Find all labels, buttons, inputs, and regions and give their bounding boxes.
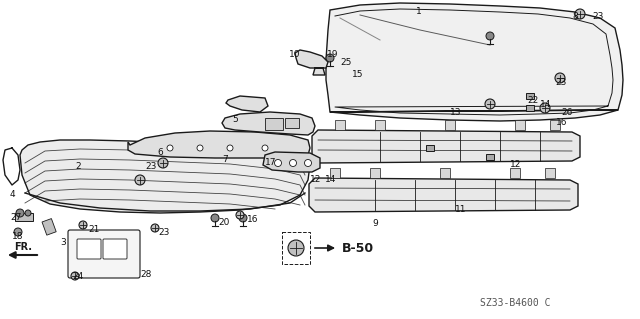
Circle shape (262, 145, 268, 151)
Text: 6: 6 (157, 148, 163, 157)
Text: 1: 1 (416, 7, 422, 16)
Polygon shape (309, 178, 578, 212)
Polygon shape (326, 3, 623, 121)
Bar (486, 154, 494, 160)
Text: 2: 2 (75, 162, 81, 171)
Circle shape (275, 160, 282, 167)
Text: 10: 10 (289, 50, 301, 59)
Text: FR.: FR. (14, 242, 32, 252)
Text: 23: 23 (145, 162, 156, 171)
Text: 26: 26 (561, 108, 572, 117)
Text: 14: 14 (540, 100, 552, 109)
Text: 27: 27 (10, 213, 21, 222)
Text: 11: 11 (455, 205, 467, 214)
Circle shape (135, 175, 145, 185)
Circle shape (211, 214, 219, 222)
Circle shape (288, 240, 304, 256)
Polygon shape (20, 140, 310, 213)
Text: 7: 7 (222, 155, 228, 164)
Circle shape (25, 210, 31, 216)
Bar (285, 118, 299, 128)
Bar (550, 120, 560, 130)
Circle shape (14, 228, 22, 236)
Bar (330, 168, 340, 178)
Bar (370, 168, 380, 178)
Polygon shape (295, 50, 328, 75)
Circle shape (239, 214, 247, 222)
Text: B-50: B-50 (342, 242, 374, 255)
Text: SZ33-B4600 C: SZ33-B4600 C (480, 298, 550, 308)
Bar (526, 105, 534, 111)
Bar (375, 120, 385, 130)
Bar (426, 145, 434, 151)
Text: 14: 14 (325, 175, 337, 184)
Circle shape (540, 103, 550, 113)
Text: 5: 5 (232, 115, 237, 124)
Text: 8: 8 (572, 12, 578, 21)
Text: 12: 12 (310, 175, 321, 184)
Polygon shape (263, 152, 320, 172)
Text: 19: 19 (327, 50, 339, 59)
Text: 22: 22 (527, 96, 538, 105)
Text: 23: 23 (555, 78, 566, 87)
Text: 18: 18 (12, 232, 24, 241)
Text: 3: 3 (60, 238, 66, 247)
Circle shape (16, 209, 24, 217)
Bar (440, 168, 450, 178)
Text: 20: 20 (218, 218, 229, 227)
Circle shape (486, 32, 494, 40)
Text: 25: 25 (340, 58, 351, 67)
Text: 23: 23 (592, 12, 604, 21)
Polygon shape (312, 130, 580, 163)
Polygon shape (128, 131, 310, 158)
Text: 28: 28 (140, 270, 152, 279)
Bar (515, 120, 525, 130)
Text: 16: 16 (556, 118, 568, 127)
Bar (265, 118, 283, 130)
Text: 4: 4 (10, 190, 15, 199)
Polygon shape (222, 112, 315, 135)
Circle shape (289, 160, 296, 167)
Bar (42, 219, 56, 235)
Circle shape (71, 272, 79, 280)
FancyBboxPatch shape (68, 230, 140, 278)
Bar (335, 120, 345, 130)
Circle shape (485, 99, 495, 109)
Bar (282, 232, 310, 264)
Circle shape (197, 145, 203, 151)
Text: 21: 21 (88, 225, 99, 234)
Text: 16: 16 (247, 215, 259, 224)
Circle shape (158, 158, 168, 168)
FancyBboxPatch shape (103, 239, 127, 259)
Text: 12: 12 (510, 160, 522, 169)
Text: 24: 24 (72, 272, 83, 281)
Circle shape (236, 211, 244, 219)
Bar (15, 213, 33, 221)
Text: 9: 9 (372, 219, 378, 228)
Bar (445, 120, 455, 130)
Circle shape (305, 160, 312, 167)
Circle shape (555, 73, 565, 83)
Polygon shape (226, 96, 268, 112)
FancyBboxPatch shape (77, 239, 101, 259)
Circle shape (151, 224, 159, 232)
Text: 13: 13 (450, 108, 461, 117)
Circle shape (227, 145, 233, 151)
Text: 23: 23 (158, 228, 170, 237)
Circle shape (79, 221, 87, 229)
Text: 15: 15 (352, 70, 364, 79)
Circle shape (575, 9, 585, 19)
Circle shape (326, 54, 334, 62)
Bar (510, 168, 520, 178)
Bar (545, 168, 555, 178)
Text: 17: 17 (265, 158, 276, 167)
Circle shape (167, 145, 173, 151)
Bar (526, 93, 534, 99)
